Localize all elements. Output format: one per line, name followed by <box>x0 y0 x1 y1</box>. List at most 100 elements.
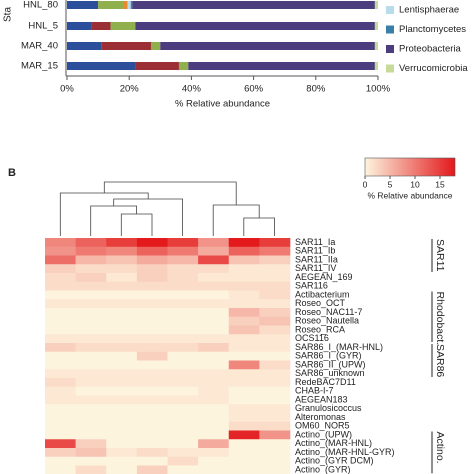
heatmap-cell <box>228 386 260 396</box>
heatmap-cell <box>75 386 107 396</box>
row-label: SAR86_I_(MAR-HNL) <box>295 342 383 352</box>
x-tick-label: 20% <box>120 84 140 95</box>
heatmap-cell <box>228 430 260 440</box>
heatmap-cell <box>167 255 199 265</box>
heatmap-cell <box>136 439 168 449</box>
x-tick-label: 40% <box>182 84 202 95</box>
heatmap-cell <box>167 343 199 353</box>
heatmap-cell <box>106 421 138 431</box>
heatmap-cell <box>167 369 199 379</box>
heatmap-cell <box>136 334 168 344</box>
heatmap-cell <box>167 360 199 370</box>
row-label: SAR11_IIa <box>295 254 338 264</box>
heatmap-cell <box>259 386 291 396</box>
legend-swatch <box>386 64 394 73</box>
heatmap-cell <box>75 413 107 423</box>
bar-segment <box>110 22 136 30</box>
row-label: SAR86_unknown <box>295 368 365 378</box>
heatmap-cell <box>75 290 107 300</box>
heatmap-cell <box>259 238 291 248</box>
heatmap-cell <box>167 290 199 300</box>
heatmap-cell <box>45 255 76 265</box>
heatmap-cell <box>45 316 76 326</box>
heatmap-cell <box>45 264 76 274</box>
heatmap-cell <box>106 290 138 300</box>
heatmap-cell <box>106 316 138 326</box>
heatmap-cell <box>136 238 168 248</box>
heatmap-cell <box>228 325 260 335</box>
heatmap-cell <box>167 351 199 361</box>
row-label: SAR11_IV <box>295 263 336 273</box>
bar-segment <box>122 1 128 9</box>
colorbar-tick-label: 10 <box>410 179 420 189</box>
heatmap-cell <box>136 281 168 291</box>
heatmap-cell <box>198 439 230 449</box>
dendrogram-branch <box>243 217 275 236</box>
heatmap-cell <box>45 386 76 396</box>
heatmap-cell <box>228 281 260 291</box>
heatmap-cell <box>259 378 291 388</box>
bar-segment <box>101 42 151 50</box>
heatmap-cell <box>259 325 291 335</box>
row-label: Granulosicoccus <box>295 403 362 413</box>
heatmap-cell <box>198 369 230 379</box>
x-axis-label: % Relative abundance <box>175 99 270 110</box>
bar-segment <box>160 42 375 50</box>
heatmap-cell <box>45 273 76 283</box>
heatmap-cell <box>198 334 230 344</box>
heatmap-cell <box>45 308 76 318</box>
heatmap-cell <box>75 456 107 466</box>
dendrogram-branch <box>120 213 153 236</box>
bar-segment <box>67 1 99 9</box>
heatmap-cell <box>75 238 107 248</box>
heatmap-cell <box>106 386 138 396</box>
heatmap-cell <box>198 456 230 466</box>
heatmap-cell <box>45 421 76 431</box>
dendrogram-branch <box>113 198 183 236</box>
heatmap-cell <box>198 246 230 256</box>
heatmap-cell <box>198 325 230 335</box>
heatmap-cell <box>45 246 76 256</box>
heatmap-cell <box>45 325 76 335</box>
heatmap-cell <box>198 299 230 309</box>
heatmap-cell <box>75 308 107 318</box>
heatmap-cell <box>228 238 260 248</box>
heatmap-cell <box>228 413 260 423</box>
heatmap-cell <box>228 360 260 370</box>
bar-segment <box>188 62 375 70</box>
heatmap-cell <box>198 264 230 274</box>
heatmap-cell <box>75 439 107 449</box>
heatmap-cell <box>45 465 76 474</box>
heatmap-cell <box>45 395 76 405</box>
heatmap-cell <box>228 378 260 388</box>
heatmap-cell <box>75 264 107 274</box>
heatmap-cell <box>228 439 260 449</box>
heatmap-cell <box>45 369 76 379</box>
heatmap-cell <box>228 448 260 458</box>
heatmap-cell <box>228 404 260 414</box>
bar-segment <box>130 1 133 9</box>
bar-segment <box>127 1 131 9</box>
heatmap-cell <box>198 281 230 291</box>
heatmap-cell <box>106 255 138 265</box>
heatmap-cell <box>167 281 199 291</box>
heatmap-cell <box>136 369 168 379</box>
heatmap-cell <box>106 439 138 449</box>
heatmap-cell <box>106 404 138 414</box>
heatmap-cell <box>198 308 230 318</box>
bar-segment <box>132 1 375 9</box>
heatmap-cell <box>106 465 138 474</box>
heatmap-cell <box>228 246 260 256</box>
group-label: Rhodobact. <box>434 292 446 346</box>
heatmap-cell <box>75 395 107 405</box>
bar-segment <box>374 22 378 30</box>
heatmap-cell <box>228 456 260 466</box>
row-label: AEGEAN_169 <box>295 272 353 282</box>
row-label: SAR86_II_(UPW) <box>295 359 366 369</box>
heatmap-cell <box>75 448 107 458</box>
heatmap-cell <box>167 264 199 274</box>
heatmap-cell <box>75 334 107 344</box>
heatmap-cell <box>198 448 230 458</box>
heatmap-cell <box>259 246 291 256</box>
heatmap-cell <box>198 351 230 361</box>
